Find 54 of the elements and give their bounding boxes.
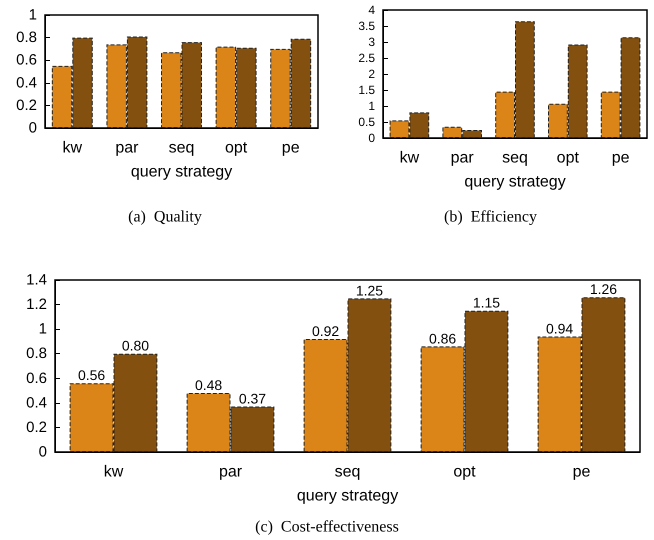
y-tick-label: 1.5 — [358, 83, 376, 97]
y-tick-label: 1 — [368, 99, 376, 113]
y-tick-label: 4 — [368, 3, 376, 17]
text: (c) Cost-effectiveness — [255, 518, 399, 536]
x-tick-label: opt — [453, 464, 476, 480]
y-tick-label: 0.5 — [358, 115, 376, 129]
y-tick-label: 0.4 — [26, 394, 47, 412]
data-label: 0.48 — [194, 377, 222, 394]
x-tick-label: kw — [62, 140, 83, 156]
x-tick-label: kw — [104, 464, 124, 480]
x-tick-label: seq — [502, 150, 528, 166]
x-axis-title: query strategy — [464, 174, 566, 190]
x-axis-title: query strategy — [130, 164, 232, 180]
data-label: 0.80 — [122, 338, 150, 354]
x-tick-label: par — [218, 464, 243, 480]
y-tick-label: 0.2 — [16, 96, 37, 114]
x-tick-label: seq — [334, 464, 360, 480]
y-tick-label: 0.4 — [16, 74, 37, 92]
data-label: 0.37 — [238, 390, 266, 407]
data-label: 0.92 — [312, 322, 340, 339]
y-tick-label: 0.6 — [26, 370, 47, 387]
y-tick-label: 1.2 — [26, 296, 47, 314]
data-label: 0.56 — [78, 367, 106, 384]
x-tick-label: opt — [224, 140, 248, 156]
y-tick-label: 1 — [38, 320, 47, 338]
x-tick-label: pe — [612, 150, 630, 166]
y-tick-label: 3 — [368, 35, 376, 49]
data-label: 0.94 — [546, 320, 574, 337]
y-tick-label: 0.2 — [26, 418, 47, 436]
data-label: 1.25 — [356, 282, 384, 298]
x-tick-label: pe — [572, 464, 590, 480]
x-tick-label: opt — [556, 150, 580, 166]
x-tick-label: pe — [282, 140, 300, 156]
y-tick-label: 0.8 — [26, 345, 47, 362]
y-tick-label: 0.8 — [16, 29, 37, 46]
y-tick-label: 0 — [368, 131, 376, 145]
y-tick-label: 3.5 — [358, 19, 376, 33]
x-tick-label: seq — [168, 140, 194, 156]
text: (b) Efficiency — [444, 208, 537, 226]
data-label: 1.26 — [590, 281, 618, 298]
data-label: 0.86 — [428, 330, 456, 346]
x-axis-title: query strategy — [296, 488, 398, 504]
y-tick-label: 1.4 — [26, 272, 47, 288]
x-tick-label: par — [115, 140, 140, 156]
y-tick-label: 1 — [28, 6, 37, 24]
x-tick-label: kw — [400, 150, 420, 166]
y-tick-label: 2 — [368, 67, 376, 81]
y-tick-label: 2.5 — [358, 51, 376, 65]
y-tick-label: 0.6 — [16, 52, 37, 69]
x-tick-label: par — [450, 150, 474, 166]
y-tick-label: 0 — [28, 120, 37, 136]
y-tick-label: 0 — [38, 444, 47, 460]
text: (a) Quality — [128, 208, 202, 226]
data-label: 1.15 — [472, 294, 500, 311]
